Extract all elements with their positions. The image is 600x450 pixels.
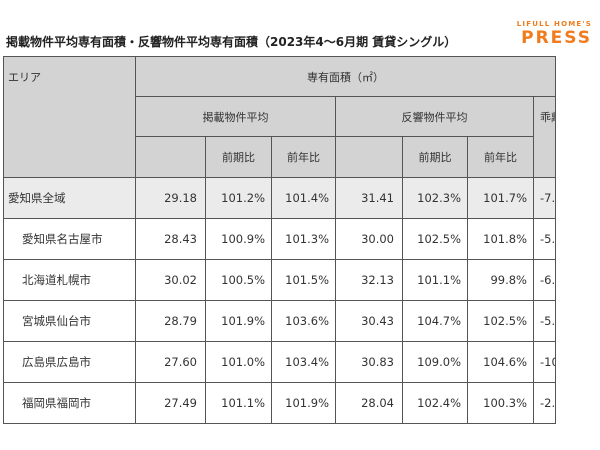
response-prev-year-header: 前年比: [467, 136, 534, 178]
listing-avg-value: 27.60: [135, 341, 206, 383]
gap-rate-header: 乖離率: [532, 96, 557, 178]
area-name: 広島県広島市: [3, 341, 136, 383]
response-qoq-value: 109.0%: [402, 341, 468, 383]
response-yoy-value: 104.6%: [467, 341, 534, 383]
gap-rate-value: -5.4%: [532, 300, 557, 342]
area-size-header: 専有面積（㎡）: [134, 56, 557, 97]
listing-qoq-value: 101.0%: [205, 341, 272, 383]
listing-yoy-value: 101.4%: [271, 177, 336, 219]
listing-yoy-value: 103.6%: [271, 300, 336, 342]
listing-yoy-value: 103.4%: [271, 341, 336, 383]
response-qoq-value: 102.5%: [402, 218, 468, 260]
response-avg-value: 32.13: [335, 259, 403, 301]
response-avg-value: 30.00: [335, 218, 403, 260]
brand-logo: LIFULL HOME'S PRESS: [517, 20, 592, 47]
listing-avg-blank-header: [135, 136, 206, 178]
response-yoy-value: 102.5%: [467, 300, 534, 342]
listing-avg-value: 28.79: [135, 300, 206, 342]
listing-average-header: 掲載物件平均: [135, 96, 336, 137]
area-name: 宮城県仙台市: [3, 300, 136, 342]
response-yoy-value: 101.7%: [467, 177, 534, 219]
listing-prev-period-header: 前期比: [205, 136, 272, 178]
brand-logo-main: PRESS: [521, 28, 592, 48]
response-qoq-value: 102.4%: [402, 382, 468, 424]
table-row: 広島県広島市 27.60 101.0% 103.4% 30.83 109.0% …: [3, 341, 557, 383]
response-qoq-value: 102.3%: [402, 177, 468, 219]
table-row: 愛知県名古屋市 28.43 100.9% 101.3% 30.00 102.5%…: [3, 218, 557, 260]
response-average-header: 反響物件平均: [335, 96, 534, 137]
table-row: 愛知県全域 29.18 101.2% 101.4% 31.41 102.3% 1…: [3, 177, 557, 219]
response-yoy-value: 100.3%: [467, 382, 534, 424]
area-name: 北海道札幌市: [3, 259, 136, 301]
listing-yoy-value: 101.5%: [271, 259, 336, 301]
listing-qoq-value: 101.1%: [205, 382, 272, 424]
listing-prev-year-header: 前年比: [271, 136, 336, 178]
gap-rate-value: -10.5%: [532, 341, 557, 383]
listing-avg-value: 30.02: [135, 259, 206, 301]
response-avg-value: 31.41: [335, 177, 403, 219]
response-avg-value: 28.04: [335, 382, 403, 424]
response-avg-value: 30.43: [335, 300, 403, 342]
listing-avg-value: 28.43: [135, 218, 206, 260]
table-row: 北海道札幌市 30.02 100.5% 101.5% 32.13 101.1% …: [3, 259, 557, 301]
listing-yoy-value: 101.9%: [271, 382, 336, 424]
area-name: 愛知県全域: [3, 177, 136, 219]
area-table: エリア 専有面積（㎡） 掲載物件平均 反響物件平均 乖離率 前期比 前年比 前期…: [3, 56, 557, 424]
listing-qoq-value: 100.5%: [205, 259, 272, 301]
brand-logo-top: LIFULL HOME'S: [516, 20, 592, 28]
response-avg-value: 30.83: [335, 341, 403, 383]
listing-qoq-value: 101.9%: [205, 300, 272, 342]
table-row: 福岡県福岡市 27.49 101.1% 101.9% 28.04 102.4% …: [3, 382, 557, 424]
gap-rate-value: -5.2%: [532, 218, 557, 260]
response-yoy-value: 101.8%: [467, 218, 534, 260]
gap-rate-value: -6.6%: [532, 259, 557, 301]
response-yoy-value: 99.8%: [467, 259, 534, 301]
listing-avg-value: 29.18: [135, 177, 206, 219]
response-qoq-value: 104.7%: [402, 300, 468, 342]
listing-avg-value: 27.49: [135, 382, 206, 424]
listing-yoy-value: 101.3%: [271, 218, 336, 260]
response-prev-period-header: 前期比: [402, 136, 468, 178]
gap-rate-value: -2.0%: [532, 382, 557, 424]
gap-rate-value: -7.1%: [532, 177, 557, 219]
page-title: 掲載物件平均専有面積・反響物件平均専有面積（2023年4～6月期 賃貸シングル）: [6, 35, 457, 49]
listing-qoq-value: 101.2%: [205, 177, 272, 219]
listing-qoq-value: 100.9%: [205, 218, 272, 260]
area-name: 愛知県名古屋市: [3, 218, 136, 260]
area-name: 福岡県福岡市: [3, 382, 136, 424]
response-avg-blank-header: [335, 136, 403, 178]
area-header: エリア: [3, 56, 136, 178]
response-qoq-value: 101.1%: [402, 259, 468, 301]
table-row: 宮城県仙台市 28.79 101.9% 103.6% 30.43 104.7% …: [3, 300, 557, 342]
